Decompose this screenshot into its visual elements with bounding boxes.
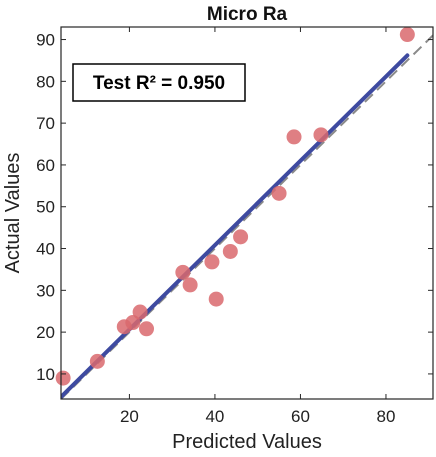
y-tick-label: 50 xyxy=(36,198,55,217)
r2-annotation: Test R² = 0.950 xyxy=(72,63,246,102)
data-point xyxy=(313,127,329,143)
data-point xyxy=(399,27,415,43)
data-point xyxy=(204,254,220,270)
points-layer xyxy=(55,27,415,386)
data-point xyxy=(233,229,249,245)
x-tick-label: 80 xyxy=(377,407,396,426)
x-tick-label: 40 xyxy=(205,407,224,426)
r2-annotation-text: Test R² = 0.950 xyxy=(93,73,225,94)
data-point xyxy=(271,185,287,201)
x-tick-label: 60 xyxy=(291,407,310,426)
y-axis-ticks: 10 20 30 40 50 60 70 80 90 xyxy=(36,31,433,384)
plot-frame xyxy=(60,26,434,400)
data-point xyxy=(132,304,148,320)
y-tick-label: 10 xyxy=(36,365,55,384)
y-tick-label: 70 xyxy=(36,114,55,133)
fit-line xyxy=(61,53,410,399)
x-axis-ticks: 20 40 60 80 xyxy=(120,27,395,426)
data-point xyxy=(125,315,141,331)
chart-title: Micro Ra xyxy=(207,4,288,25)
data-point xyxy=(208,291,224,307)
y-tick-label: 40 xyxy=(36,240,55,259)
y-tick-label: 30 xyxy=(36,281,55,300)
y-tick-label: 80 xyxy=(36,72,55,91)
y-tick-label: 90 xyxy=(36,31,55,50)
data-point xyxy=(175,264,191,280)
data-point xyxy=(222,243,238,259)
y-axis-title: Actual Values xyxy=(2,153,24,274)
data-point xyxy=(55,370,71,386)
data-point xyxy=(286,129,302,145)
x-axis-title: Predicted Values xyxy=(172,431,322,453)
data-point xyxy=(182,277,198,293)
data-point xyxy=(139,321,155,337)
y-tick-label: 60 xyxy=(36,156,55,175)
r2-annotation-box xyxy=(72,63,246,102)
y-tick-label: 20 xyxy=(36,323,55,342)
data-point xyxy=(89,353,105,369)
x-tick-label: 20 xyxy=(120,407,139,426)
fit-line-layer xyxy=(61,53,410,399)
